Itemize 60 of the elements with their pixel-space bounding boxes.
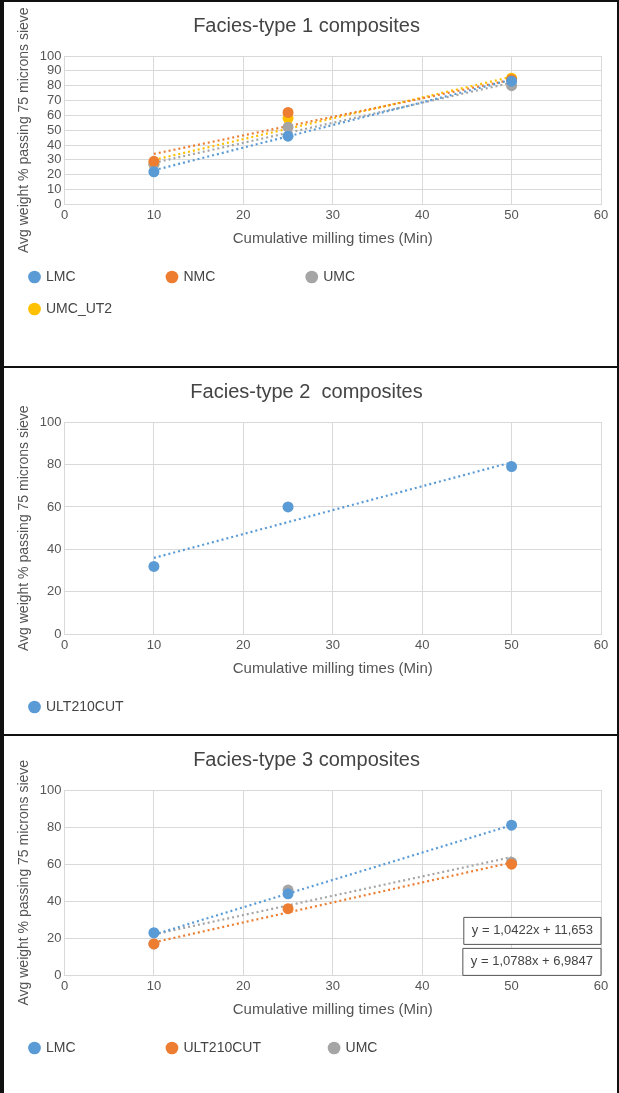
y-tick-label: 20 xyxy=(47,929,62,945)
chart-title: Facies-type 3 composites xyxy=(193,747,420,770)
y-tick-label: 90 xyxy=(47,62,62,78)
y-axis-title: Avg weight % passing 75 microns sieve xyxy=(15,7,32,254)
y-tick-label: 80 xyxy=(47,456,62,472)
x-tick-label: 20 xyxy=(236,206,251,222)
legend-label: ULT210CUT xyxy=(183,1038,312,1055)
chart-title: Facies-type 1 composites xyxy=(193,13,420,36)
x-tick-label: 30 xyxy=(325,977,340,993)
legend-label: LMC xyxy=(46,1038,150,1055)
legend-label: LMC xyxy=(46,267,150,284)
x-tick-label: 50 xyxy=(504,636,519,652)
y-tick-label: 70 xyxy=(47,92,62,108)
annotation: y = 1,0788x + 6,9847 xyxy=(470,953,593,969)
y-tick-label: 100 xyxy=(39,47,62,63)
legend-label: NMC xyxy=(183,267,290,284)
x-tick-label: 50 xyxy=(504,977,519,993)
x-tick-label: 10 xyxy=(146,977,162,993)
x-tick-label: 60 xyxy=(593,636,609,652)
y-tick-label: 40 xyxy=(47,541,62,557)
chart-title: Facies-type 2 composites xyxy=(190,379,423,402)
y-tick-label: 60 xyxy=(47,498,62,514)
x-tick-label: 10 xyxy=(146,636,162,652)
y-tick-label: 100 xyxy=(39,413,62,429)
y-tick-label: 80 xyxy=(47,77,62,93)
x-axis-title: Cumulative milling times (Min) xyxy=(232,1000,433,1018)
y-tick-label: 10 xyxy=(47,181,62,197)
x-tick-label: 40 xyxy=(414,636,430,652)
x-tick-label: 60 xyxy=(593,977,609,993)
y-tick-label: 30 xyxy=(47,151,62,167)
y-tick-label: 0 xyxy=(54,625,62,641)
y-tick-label: 40 xyxy=(47,892,62,908)
x-axis-title: Cumulative milling times (Min) xyxy=(232,659,433,677)
legend-label: ULT210CUT xyxy=(46,697,174,714)
y-tick-label: 80 xyxy=(47,818,62,834)
x-tick-label: 20 xyxy=(236,977,251,993)
y-tick-label: 20 xyxy=(47,583,62,599)
y-tick-label: 0 xyxy=(54,195,62,211)
x-tick-label: 40 xyxy=(414,206,430,222)
y-tick-label: 50 xyxy=(47,121,62,137)
x-tick-label: 30 xyxy=(325,206,340,222)
legend-label: UMC xyxy=(345,1038,452,1055)
y-axis-title: Avg weight % passing 75 microns sieve xyxy=(15,405,32,652)
x-tick-label: 40 xyxy=(414,977,430,993)
x-tick-label: 50 xyxy=(504,206,519,222)
y-tick-label: 20 xyxy=(47,166,62,182)
y-axis-title: Avg weight % passing 75 microns sieve xyxy=(15,759,32,1006)
annotation: y = 1,0422x + 11,653 xyxy=(471,922,594,938)
y-tick-label: 60 xyxy=(47,106,62,122)
x-tick-label: 10 xyxy=(146,206,162,222)
x-tick-label: 60 xyxy=(593,206,609,222)
legend-label: UMC xyxy=(323,267,430,284)
y-tick-label: 60 xyxy=(47,855,62,871)
legend-label: UMC_UT2 xyxy=(46,299,171,316)
x-tick-label: 20 xyxy=(236,636,251,652)
y-tick-label: 40 xyxy=(47,136,62,152)
y-tick-label: 100 xyxy=(39,781,62,797)
x-axis-title: Cumulative milling times (Min) xyxy=(232,229,433,247)
x-tick-label: 30 xyxy=(325,636,340,652)
y-tick-label: 0 xyxy=(54,966,62,982)
